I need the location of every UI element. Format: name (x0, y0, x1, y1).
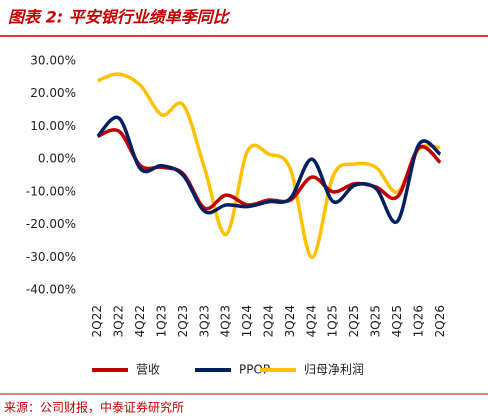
x-tick-label: 2Q26 (433, 305, 447, 337)
x-tick-label: 2Q25 (347, 305, 361, 337)
y-tick-label: -20.00% (26, 217, 76, 231)
x-tick-label: 2Q22 (90, 305, 104, 337)
x-tick-label: 2Q23 (176, 305, 190, 337)
y-tick-label: -10.00% (26, 184, 76, 198)
y-tick-label: -30.00% (26, 250, 76, 264)
series-line (97, 72, 441, 260)
x-tick-label: 4Q25 (390, 305, 404, 337)
x-tick-label: 1Q25 (326, 305, 340, 337)
x-tick-label: 4Q24 (304, 305, 318, 337)
x-tick-label: 1Q23 (154, 305, 168, 337)
series-line (96, 115, 442, 225)
legend-label: 归母净利润 (304, 363, 364, 377)
x-tick-label: 3Q22 (112, 305, 126, 337)
x-tick-label: 4Q22 (133, 305, 147, 337)
y-tick-label: 30.00% (30, 54, 76, 68)
y-tick-label: 20.00% (30, 86, 76, 100)
x-tick-label: 4Q23 (219, 305, 233, 337)
legend-label: 营收 (136, 363, 160, 377)
x-tick-label: 3Q23 (197, 305, 211, 337)
x-tick-label: 2Q24 (262, 305, 276, 337)
x-tick-label: 1Q24 (240, 305, 254, 337)
y-tick-label: 0.00% (38, 152, 76, 166)
x-tick-label: 1Q26 (411, 305, 425, 337)
legend-label: PPOP (239, 363, 270, 377)
x-tick-label: 3Q24 (283, 305, 297, 337)
x-tick-label: 3Q25 (369, 305, 383, 337)
source: 来源：公司财报，中泰证券研究所 (4, 400, 184, 415)
y-tick-label: 10.00% (30, 119, 76, 133)
chart-title: 图表 2: 平安银行业绩单季同比 (8, 8, 231, 27)
y-tick-label: -40.00% (26, 283, 76, 297)
